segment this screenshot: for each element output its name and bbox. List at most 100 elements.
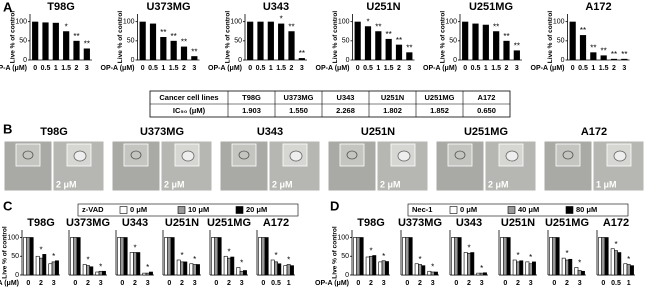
x-tick-label: 0.5: [256, 65, 266, 72]
significance-mark: *: [614, 240, 617, 249]
chart-title: A172: [263, 217, 289, 229]
x-axis-label: OP-A (μM): [531, 65, 565, 72]
bar: [408, 237, 413, 276]
x-tick-label: 3: [193, 280, 197, 287]
table-cell: U251MG: [424, 93, 454, 102]
x-tick-label: 2: [505, 65, 509, 72]
micrograph-inset: [231, 143, 257, 167]
bar: [26, 237, 31, 276]
legend-label: 20 μM: [246, 205, 267, 214]
bar: [290, 265, 294, 276]
image-label: 2 μM: [56, 179, 77, 189]
bar: [192, 264, 197, 276]
x-tick-label: 3: [382, 280, 386, 287]
significance-mark: **: [601, 47, 607, 56]
chart-title: U373MG: [146, 1, 190, 13]
x-tick-label: 1.5: [276, 65, 286, 72]
y-tick-label: 0: [15, 272, 19, 279]
x-tick-label: 0.5: [578, 65, 588, 72]
bar: [467, 252, 471, 276]
legend-swatch: [507, 206, 516, 214]
table-cell: U251N: [381, 93, 404, 102]
x-tick-label: 2: [418, 280, 422, 287]
x-tick-label: 2: [39, 280, 43, 287]
micrograph-inset: [555, 143, 581, 167]
x-tick-label: 0: [552, 280, 556, 287]
image-label: 2 μM: [164, 179, 185, 189]
significance-mark: **: [386, 30, 392, 39]
bar: [506, 237, 511, 276]
significance-mark: *: [240, 259, 243, 268]
x-tick-label: 1: [591, 65, 595, 72]
bar: [569, 21, 576, 61]
x-tick-label: 1: [627, 280, 631, 287]
x-tick-label: 2: [565, 280, 569, 287]
bar: [176, 259, 181, 276]
significance-mark: **: [299, 49, 305, 58]
bar: [286, 264, 291, 276]
x-tick-label: 2: [290, 65, 294, 72]
bar: [180, 261, 184, 276]
significance-mark: *: [146, 263, 149, 272]
x-tick-label: 3: [407, 65, 411, 72]
table-cell: A172: [478, 93, 496, 102]
chart-title: U373MG: [66, 217, 110, 229]
significance-mark: **: [514, 42, 520, 51]
significance-mark: **: [590, 43, 596, 52]
cell: [130, 150, 142, 160]
y-tick-label: 100: [123, 19, 135, 26]
bar: [454, 237, 459, 276]
significance-mark: **: [160, 28, 166, 37]
x-tick-label: 0: [454, 280, 458, 287]
bar: [630, 265, 634, 276]
bar: [604, 237, 609, 276]
bar: [243, 270, 247, 276]
y-axis-label: Live % of control: [332, 11, 339, 64]
significance-mark: *: [480, 264, 483, 273]
bar: [183, 261, 188, 276]
bar: [626, 264, 631, 276]
x-tick-label: 3: [529, 280, 533, 287]
image-title: U251MG: [464, 126, 508, 138]
significance-mark: *: [280, 15, 283, 24]
significance-mark: **: [406, 43, 412, 52]
legend-swatch: [119, 206, 128, 214]
bar: [288, 31, 295, 60]
legend-box: [77, 203, 299, 217]
x-tick-label: 0: [33, 65, 37, 72]
table-cell: 1.852: [430, 106, 449, 115]
bar: [267, 21, 274, 61]
bar: [364, 26, 372, 60]
significance-mark: *: [39, 245, 42, 254]
x-tick-label: 0: [356, 65, 360, 72]
legend-label: 0 μM: [460, 205, 477, 214]
significance-mark: **: [580, 26, 586, 35]
significance-mark: *: [369, 247, 372, 256]
bar: [493, 31, 500, 60]
significance-mark: **: [375, 22, 381, 31]
significance-mark: *: [180, 251, 183, 260]
bar: [283, 265, 288, 276]
y-axis-label: Live % of control: [332, 226, 339, 279]
bar: [372, 255, 377, 276]
bar: [579, 35, 587, 60]
bar: [457, 237, 462, 276]
x-tick-label: 1.5: [384, 65, 394, 72]
bar: [129, 252, 134, 276]
chart-title: U251MG: [207, 217, 251, 229]
y-axis-label: Live % of control: [547, 11, 554, 64]
bar: [167, 237, 172, 276]
bar: [48, 263, 53, 276]
cell: [613, 150, 627, 162]
bar: [180, 46, 188, 60]
image-title: U251N: [361, 126, 395, 138]
cell: [238, 150, 250, 160]
x-tick-label: 3: [300, 65, 304, 72]
bar: [95, 271, 100, 276]
x-tick-label: 2: [369, 280, 373, 287]
x-tick-label: 0: [463, 65, 467, 72]
x-tick-label: 0: [601, 280, 605, 287]
bar: [277, 263, 282, 276]
x-tick-label: 1: [269, 65, 273, 72]
chart-title: T98G: [27, 217, 55, 229]
